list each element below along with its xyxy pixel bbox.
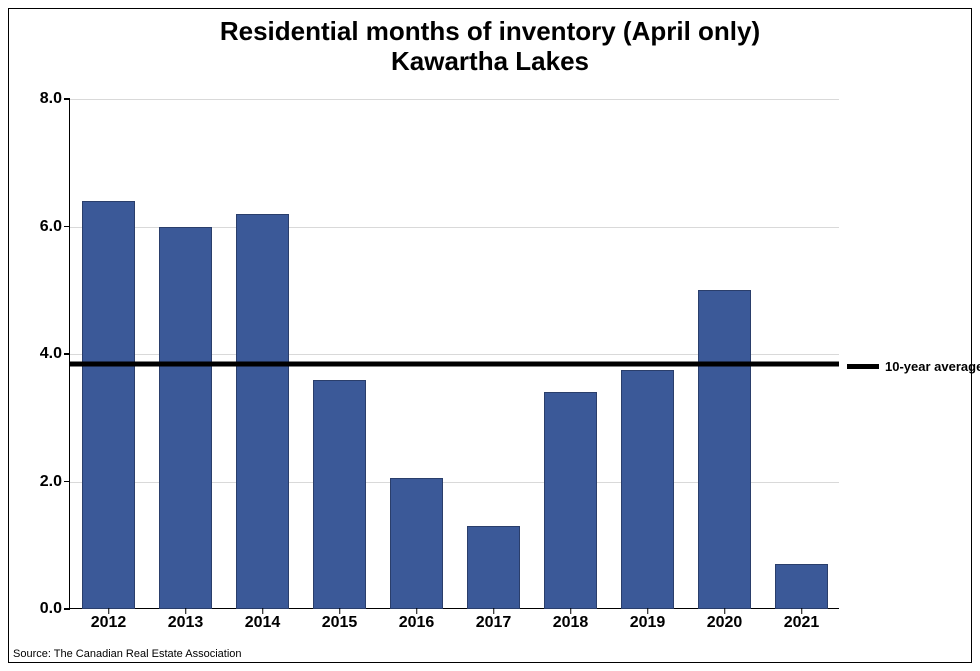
title-line-2: Kawartha Lakes — [9, 47, 971, 77]
ytick-label: 8.0 — [40, 90, 70, 108]
xtick-label: 2020 — [707, 608, 743, 632]
xtick-label: 2016 — [399, 608, 435, 632]
bar — [313, 380, 365, 610]
bar — [621, 370, 673, 609]
xtick-label: 2013 — [168, 608, 204, 632]
xtick-label: 2018 — [553, 608, 589, 632]
ytick-label: 6.0 — [40, 218, 70, 236]
xtick-label: 2015 — [322, 608, 358, 632]
xtick-label: 2019 — [630, 608, 666, 632]
xtick-label: 2021 — [784, 608, 820, 632]
ytick-label: 0.0 — [40, 600, 70, 618]
chart-frame: Residential months of inventory (April o… — [8, 8, 972, 663]
legend: 10-year average — [847, 359, 980, 374]
chart-title: Residential months of inventory (April o… — [9, 17, 971, 77]
bar — [544, 392, 596, 609]
legend-label: 10-year average — [885, 359, 980, 374]
bar — [159, 227, 211, 610]
ytick-label: 4.0 — [40, 345, 70, 363]
gridline — [70, 99, 839, 100]
bar — [82, 201, 134, 609]
title-line-1: Residential months of inventory (April o… — [9, 17, 971, 47]
bar — [236, 214, 288, 609]
xtick-label: 2017 — [476, 608, 512, 632]
legend-line-swatch — [847, 364, 879, 369]
xtick-label: 2012 — [91, 608, 127, 632]
xtick-label: 2014 — [245, 608, 281, 632]
bar — [698, 290, 750, 609]
source-text: Source: The Canadian Real Estate Associa… — [13, 648, 242, 660]
ytick-label: 2.0 — [40, 473, 70, 491]
plot-area: 0.02.04.06.08.02012201320142015201620172… — [69, 99, 839, 609]
bar — [467, 526, 519, 609]
bar — [775, 564, 827, 609]
bar — [390, 478, 442, 609]
